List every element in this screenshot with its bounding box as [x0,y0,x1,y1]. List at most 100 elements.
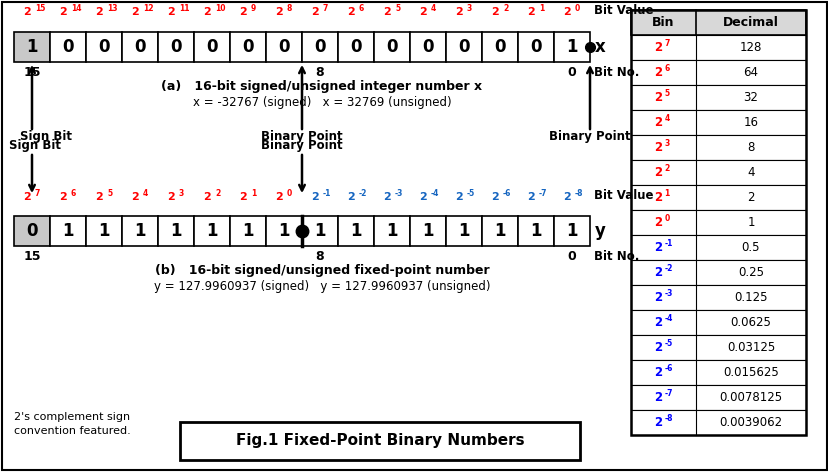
Text: 2: 2 [383,7,391,17]
Text: convention featured.: convention featured. [14,426,131,436]
Text: 7: 7 [664,39,669,48]
Bar [630,335,805,360]
Text: 0: 0 [206,38,218,56]
Text: 7: 7 [35,189,41,198]
Bar [630,10,805,435]
Bar [50,32,86,62]
Bar [373,32,410,62]
Text: 2: 2 [23,7,31,17]
Text: 2: 2 [131,7,139,17]
Text: -5: -5 [664,339,672,348]
Text: 2: 2 [203,7,211,17]
Text: 2: 2 [653,241,662,254]
Text: 1: 1 [314,222,325,240]
Text: (b)   16-bit signed/unsigned fixed-point number: (b) 16-bit signed/unsigned fixed-point n… [155,264,489,277]
Text: 15: 15 [23,250,41,263]
Text: 0: 0 [530,38,541,56]
Text: 2: 2 [653,366,662,379]
Text: 2: 2 [59,192,67,202]
Text: y: y [595,222,605,240]
Bar [445,216,481,246]
Bar [122,32,158,62]
Bar [630,35,805,60]
Bar [630,210,805,235]
Bar [630,10,805,35]
Text: -3: -3 [394,189,403,198]
Text: 2: 2 [653,416,662,429]
Text: 15: 15 [35,4,46,13]
Text: 2: 2 [455,192,463,202]
Bar [630,110,805,135]
Text: 10: 10 [214,4,225,13]
Text: 1: 1 [62,222,74,240]
Text: 32: 32 [743,91,758,104]
Bar [86,216,122,246]
Bar [630,360,805,385]
Text: 0.0625: 0.0625 [729,316,771,329]
Text: 6: 6 [664,64,669,73]
Bar [410,32,445,62]
Bar [630,285,805,310]
Text: 1: 1 [746,216,753,229]
Text: 0: 0 [567,66,575,79]
Text: 1: 1 [566,38,577,56]
Text: -1: -1 [664,239,672,248]
Text: 0.25: 0.25 [737,266,763,279]
Text: 15: 15 [23,66,41,79]
Text: 2: 2 [239,192,247,202]
Text: 1: 1 [278,222,290,240]
Text: -1: -1 [323,189,331,198]
Bar [86,32,122,62]
Bar [50,216,86,246]
Text: 2: 2 [383,192,391,202]
Text: 0: 0 [314,38,325,56]
Text: 8: 8 [315,66,324,79]
Text: 2: 2 [653,391,662,404]
Text: -2: -2 [359,189,367,198]
Text: 11: 11 [179,4,190,13]
Text: 2: 2 [653,141,662,154]
Text: 2: 2 [59,7,67,17]
Text: 13: 13 [107,4,118,13]
Text: 9: 9 [251,4,256,13]
Text: Binary Point: Binary Point [261,139,343,152]
Bar [630,235,805,260]
Text: 4: 4 [142,189,148,198]
Text: Bit Value: Bit Value [594,4,652,17]
Bar [14,216,50,246]
Text: 0: 0 [458,38,469,56]
Bar [229,216,266,246]
Text: 2: 2 [491,192,498,202]
Text: 0.0039062: 0.0039062 [719,416,782,429]
Text: 2: 2 [239,7,247,17]
Text: 1: 1 [26,38,38,56]
Bar [630,260,805,285]
Bar [14,32,50,62]
Bar [630,135,805,160]
Text: Bit Value: Bit Value [594,189,652,202]
Text: 2: 2 [653,91,662,104]
Text: 2: 2 [310,7,319,17]
Bar [630,160,805,185]
Text: Binary Point: Binary Point [548,130,630,143]
Text: y = 127.9960937 (signed)   y = 127.9960937 (unsigned): y = 127.9960937 (signed) y = 127.9960937… [153,280,489,293]
Text: 1: 1 [386,222,397,240]
Text: 2: 2 [653,41,662,54]
Bar [194,216,229,246]
Bar [410,216,445,246]
Text: 2: 2 [503,4,508,13]
Text: Sign Bit: Sign Bit [9,139,61,152]
Text: 1: 1 [251,189,256,198]
Text: 4: 4 [746,166,753,179]
Text: 2: 2 [527,192,534,202]
Text: 3: 3 [179,189,184,198]
Text: 8: 8 [286,4,292,13]
Text: 12: 12 [142,4,153,13]
Text: Bit No.: Bit No. [594,250,638,263]
Bar [229,32,266,62]
Text: 5: 5 [394,4,400,13]
Text: 1: 1 [421,222,433,240]
Text: -2: -2 [664,264,672,273]
Bar [630,185,805,210]
Text: 2: 2 [746,191,753,204]
